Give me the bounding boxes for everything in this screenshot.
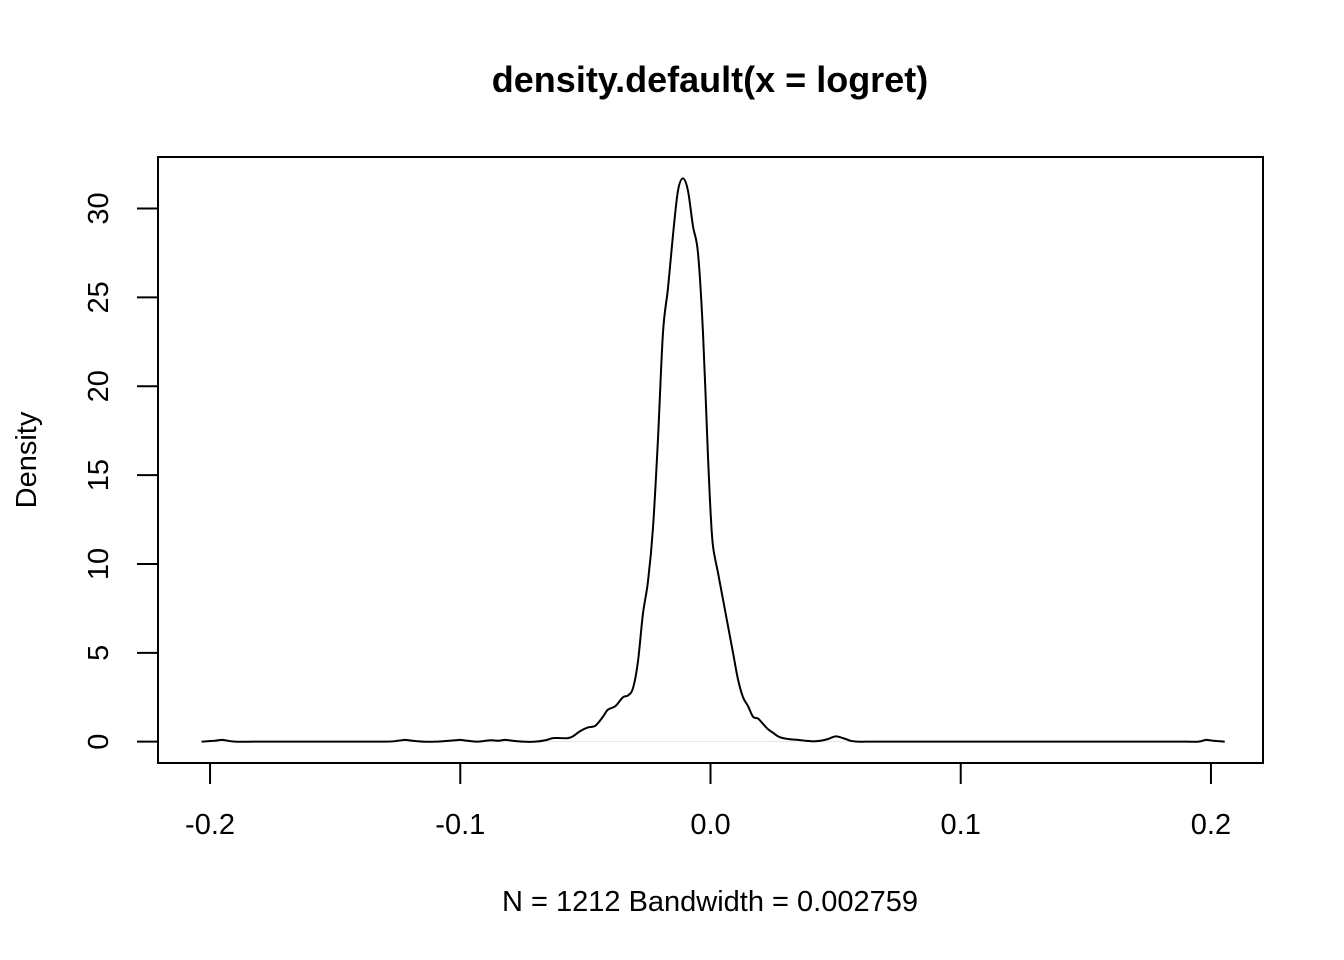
x-tick-label: 0.2 [1191,809,1231,841]
x-axis: -0.2 -0.1 0.0 0.1 0.2 [185,762,1231,841]
density-curve [201,177,1225,743]
chart-title: density.default(x = logret) [492,59,928,100]
y-tick-label: 30 [83,192,115,224]
x-tick-label: -0.1 [435,809,485,841]
plot-frame [157,156,1264,764]
y-tick-label: 10 [83,548,115,580]
y-axis: 0 5 10 15 20 25 30 [83,192,159,750]
y-tick-label: 0 [83,734,115,750]
y-axis-label: Density [11,411,43,508]
x-tick-label: 0.0 [690,809,730,841]
x-tick-label: 0.1 [941,809,981,841]
y-tick-label: 5 [83,645,115,661]
y-tick-label: 20 [83,370,115,402]
x-tick-label: -0.2 [185,809,235,841]
x-axis-label: N = 1212 Bandwidth = 0.002759 [502,886,918,918]
y-tick-label: 25 [83,281,115,313]
y-tick-label: 15 [83,459,115,491]
